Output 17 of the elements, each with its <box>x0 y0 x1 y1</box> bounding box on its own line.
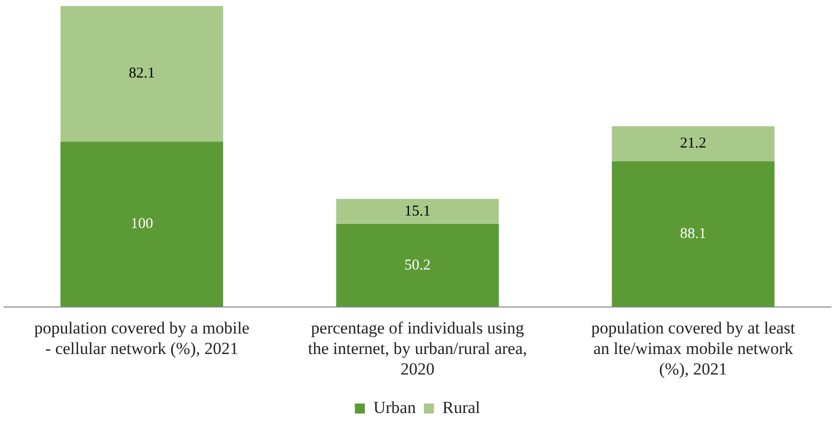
bar <box>60 142 224 307</box>
data-label: 50.2 <box>404 257 431 274</box>
legend-label: Rural <box>442 398 480 417</box>
data-label: 100 <box>130 216 154 232</box>
bar <box>336 198 499 224</box>
data-label: 15.1 <box>404 203 431 220</box>
data-label: 21.2 <box>680 136 706 152</box>
data-label: 82.1 <box>128 66 155 82</box>
x-tick-label: population covered by a mobile - cellular network (%), 2021 <box>34 318 250 358</box>
bar <box>612 126 774 162</box>
legend-label: Urban <box>373 398 416 417</box>
x-tick-label: percentage of individuals using the internet, by urban/rural area, 2020 <box>308 318 528 378</box>
data-label: 88.1 <box>680 226 706 242</box>
x-tick-label: population covered by at least an lte/wimax mobile network (%), 2021 <box>591 318 796 378</box>
bar <box>60 6 224 142</box>
bar <box>612 161 774 307</box>
bar <box>336 224 499 307</box>
